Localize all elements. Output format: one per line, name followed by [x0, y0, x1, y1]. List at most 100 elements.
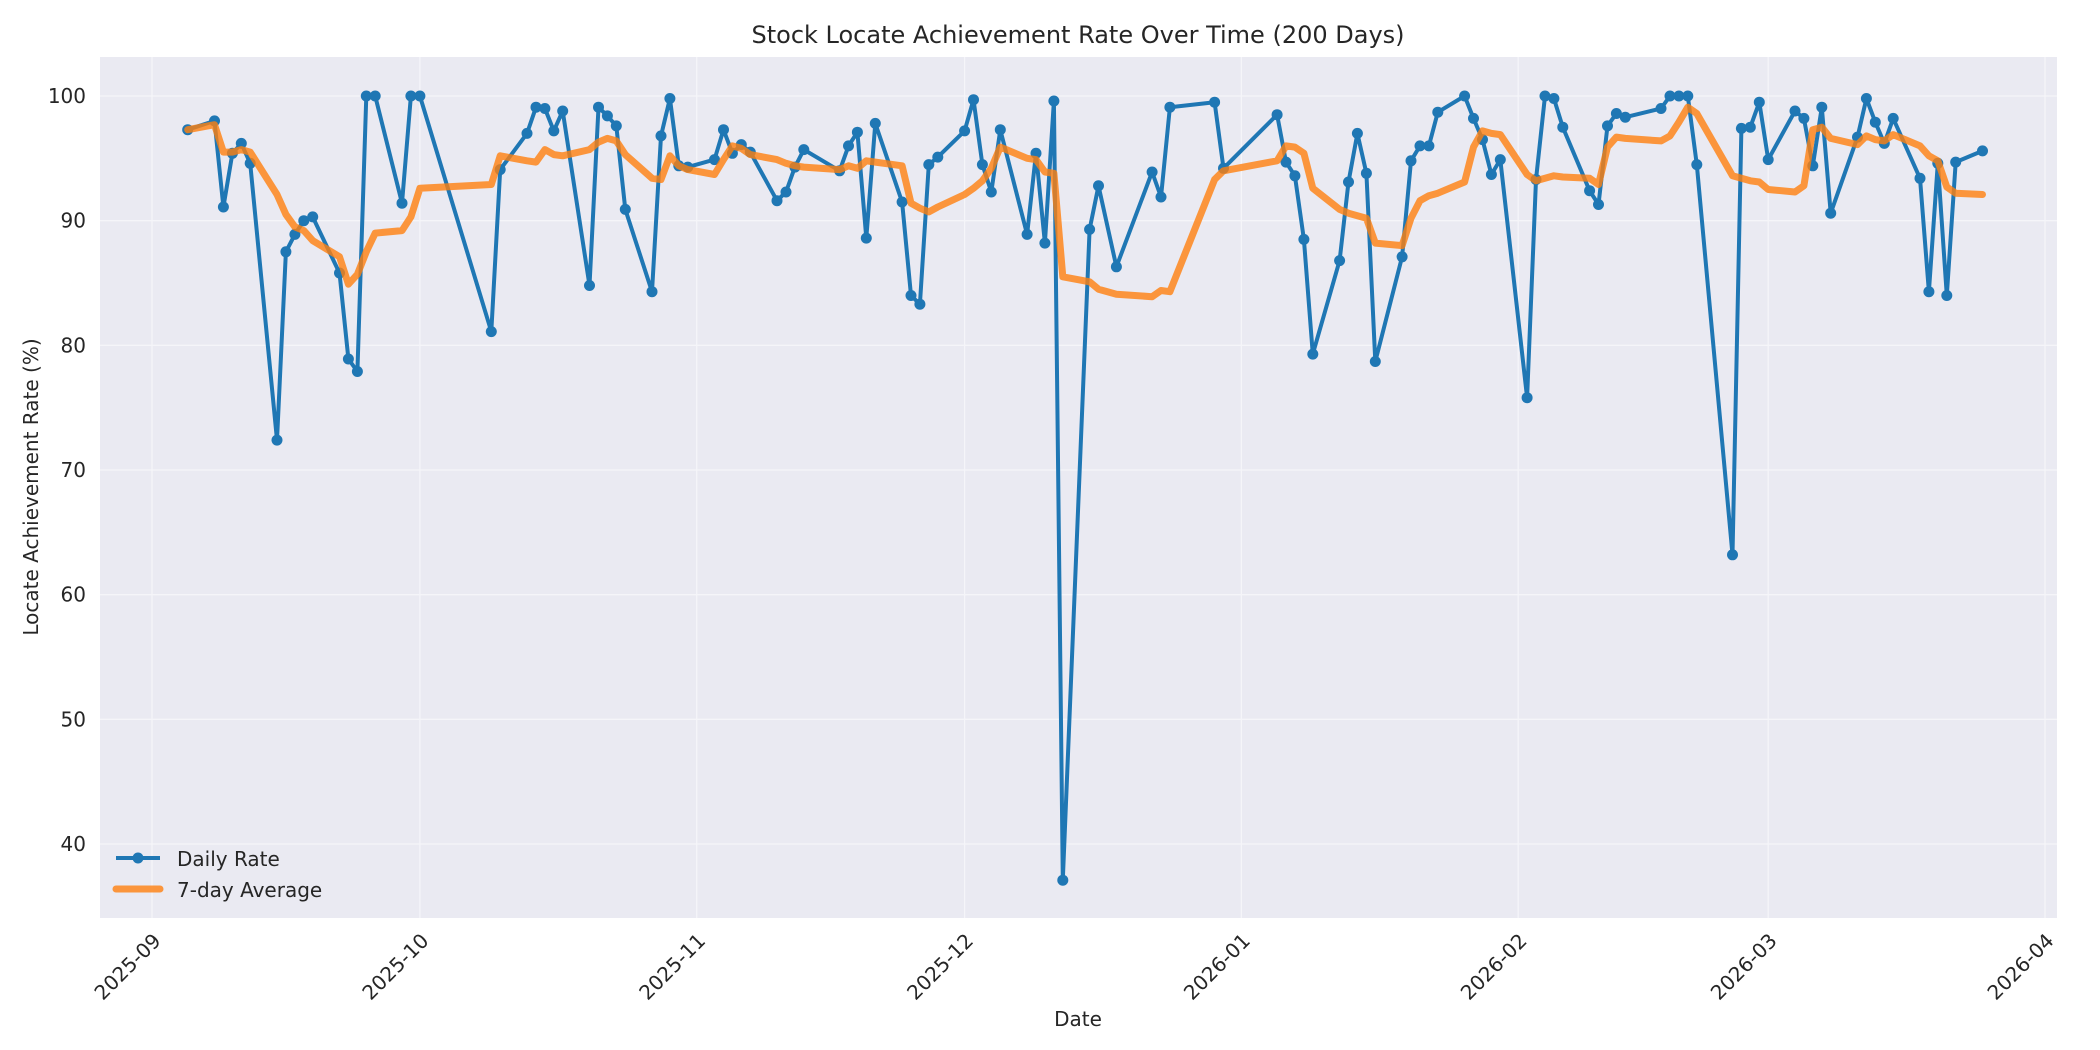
y-tick-label: 70 — [61, 458, 86, 482]
x-tick-label: 2025-09 — [89, 929, 165, 1005]
data-point — [1485, 169, 1497, 180]
data-point — [351, 366, 363, 377]
data-point — [1727, 549, 1738, 561]
data-point — [780, 186, 792, 198]
data-point — [914, 298, 926, 310]
data-point — [655, 130, 667, 142]
data-point — [1146, 166, 1158, 178]
data-point — [985, 186, 997, 198]
data-point — [843, 140, 854, 152]
y-tick-label: 40 — [61, 832, 86, 856]
data-point — [1950, 156, 1962, 168]
data-point — [1298, 233, 1310, 245]
data-point — [646, 286, 658, 298]
data-point — [869, 117, 881, 129]
data-point — [1021, 228, 1033, 240]
data-point — [905, 290, 917, 301]
y-tick-label: 50 — [61, 707, 86, 731]
data-point — [271, 434, 283, 446]
data-point — [1914, 172, 1926, 184]
data-point — [342, 353, 354, 365]
data-point — [1798, 112, 1810, 124]
data-point — [1334, 255, 1346, 267]
series-layer — [182, 90, 1988, 886]
data-point — [548, 125, 560, 137]
data-point — [718, 124, 729, 136]
data-point — [1039, 237, 1051, 249]
data-point — [1164, 101, 1176, 113]
data-point — [521, 127, 533, 139]
data-point — [1691, 159, 1703, 171]
data-point — [932, 151, 944, 163]
legend-item-7-day-average: 7-day Average — [112, 878, 322, 902]
y-tick-label: 60 — [61, 583, 86, 607]
data-point — [896, 196, 908, 208]
data-point — [396, 197, 408, 209]
legend-label-7-day-average: 7-day Average — [177, 878, 322, 902]
data-point — [610, 120, 622, 132]
x-tick-label: 2025-11 — [634, 929, 710, 1005]
data-point — [1941, 290, 1953, 301]
data-point — [1271, 109, 1283, 121]
data-point — [1405, 155, 1417, 167]
data-point — [557, 105, 569, 117]
data-point — [405, 90, 417, 102]
data-point — [298, 215, 310, 227]
data-point — [851, 126, 863, 138]
data-point — [1673, 90, 1685, 102]
data-point — [1360, 167, 1372, 179]
x-tick-label: 2026-01 — [1179, 929, 1255, 1005]
x-axis-ticks: 2025-09 2025-10 2025-11 2025-12 2026-01 2026-… — [89, 929, 2058, 1005]
data-point — [1494, 154, 1506, 166]
data-point — [307, 211, 319, 223]
daily-rate-marker-icon — [132, 852, 144, 864]
data-point — [1816, 101, 1828, 113]
data-point — [923, 159, 935, 171]
data-point — [860, 232, 872, 244]
data-point — [619, 203, 631, 215]
data-point — [1289, 170, 1301, 182]
data-point — [798, 144, 810, 156]
data-point — [1307, 348, 1319, 360]
data-point — [1869, 116, 1881, 128]
data-point — [539, 103, 551, 114]
data-point — [1084, 223, 1096, 235]
data-point — [1369, 356, 1381, 367]
x-tick-label: 2026-03 — [1706, 929, 1782, 1005]
data-point — [1789, 105, 1801, 117]
data-point — [1584, 185, 1596, 197]
data-point — [1923, 286, 1935, 298]
data-point — [414, 90, 426, 102]
x-tick-label: 2026-04 — [1982, 929, 2058, 1005]
y-tick-label: 100 — [48, 84, 86, 108]
y-axis-label: Locate Achievement Rate (%) — [19, 338, 43, 635]
data-point — [664, 93, 676, 104]
data-point — [1887, 112, 1899, 124]
data-point — [1280, 156, 1292, 168]
data-point — [1664, 90, 1676, 102]
data-point — [1655, 103, 1667, 114]
data-point — [1610, 108, 1622, 119]
data-point — [1048, 95, 1060, 107]
y-axis-ticks: 40 50 60 70 80 90 100 — [48, 84, 86, 856]
data-point — [771, 195, 783, 207]
data-point — [1155, 191, 1167, 203]
data-point — [1423, 140, 1435, 152]
data-point — [1057, 874, 1069, 886]
x-tick-label: 2025-10 — [357, 929, 433, 1005]
data-point — [530, 101, 542, 113]
data-point — [1753, 96, 1765, 108]
data-point — [593, 101, 604, 113]
data-point — [584, 280, 595, 291]
data-point — [1602, 120, 1613, 132]
daily-rate-markers — [182, 90, 1988, 886]
data-point — [1825, 207, 1837, 219]
x-tick-label: 2026-02 — [1456, 929, 1532, 1005]
data-point — [968, 94, 979, 106]
data-point — [1459, 90, 1471, 102]
data-point — [1468, 112, 1479, 124]
data-point — [1682, 90, 1694, 102]
data-point — [1557, 121, 1569, 133]
data-point — [1343, 176, 1354, 188]
